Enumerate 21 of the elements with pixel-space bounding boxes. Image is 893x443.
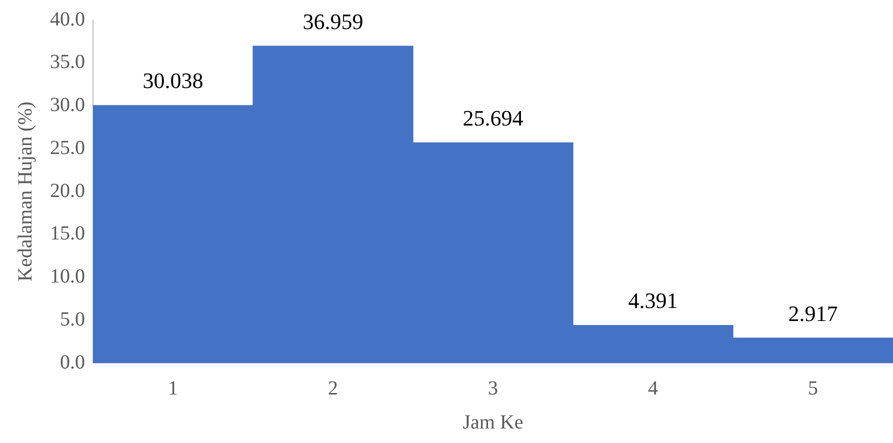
y-tick-label: 10.0: [50, 266, 85, 288]
y-tick-label: 30.0: [50, 94, 85, 116]
y-tick-label: 20.0: [50, 180, 85, 202]
data-label: 2.917: [788, 300, 838, 326]
data-label: 4.391: [628, 288, 678, 314]
x-axis-title: Jam Ke: [462, 411, 524, 434]
x-tick-label: 1: [168, 377, 178, 400]
y-tick-label: 25.0: [50, 136, 85, 159]
data-label: 36.959: [302, 8, 364, 34]
y-axis-title: Kedalaman Hujan (%): [14, 102, 36, 282]
y-tick-label: 5.0: [60, 308, 85, 330]
x-tick-label: 4: [648, 377, 658, 400]
y-tick-label: 35.0: [50, 51, 85, 74]
x-tick-label: 3: [488, 377, 498, 400]
data-label: 30.038: [142, 68, 204, 94]
y-tick-label: 40.0: [50, 8, 85, 30]
y-tick-label: 0.0: [60, 351, 85, 374]
data-label: 25.694: [462, 105, 524, 130]
x-tick-label: 2: [328, 377, 338, 400]
y-tick-label: 15.0: [50, 222, 85, 245]
x-tick-label: 5: [808, 377, 818, 400]
